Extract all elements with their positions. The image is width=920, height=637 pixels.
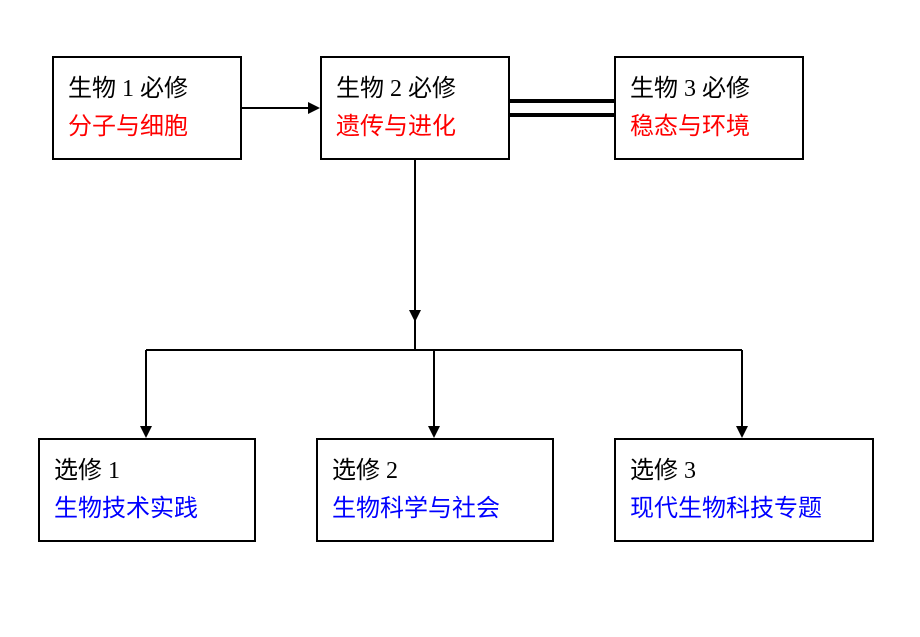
node-elec2-title: 选修 2: [332, 452, 538, 490]
node-req1-subtitle: 分子与细胞: [68, 108, 226, 146]
node-elec2-subtitle: 生物科学与社会: [332, 490, 538, 528]
node-req3: 生物 3 必修 稳态与环境: [614, 56, 804, 160]
node-req1: 生物 1 必修 分子与细胞: [52, 56, 242, 160]
node-elec2: 选修 2 生物科学与社会: [316, 438, 554, 542]
node-req3-subtitle: 稳态与环境: [630, 108, 788, 146]
node-req2: 生物 2 必修 遗传与进化: [320, 56, 510, 160]
node-req1-title: 生物 1 必修: [68, 70, 226, 108]
node-elec3-title: 选修 3: [630, 452, 858, 490]
node-elec3: 选修 3 现代生物科技专题: [614, 438, 874, 542]
node-elec1-subtitle: 生物技术实践: [54, 490, 240, 528]
node-req2-subtitle: 遗传与进化: [336, 108, 494, 146]
node-elec3-subtitle: 现代生物科技专题: [630, 490, 858, 528]
node-elec1: 选修 1 生物技术实践: [38, 438, 256, 542]
node-req2-title: 生物 2 必修: [336, 70, 494, 108]
node-req3-title: 生物 3 必修: [630, 70, 788, 108]
node-elec1-title: 选修 1: [54, 452, 240, 490]
